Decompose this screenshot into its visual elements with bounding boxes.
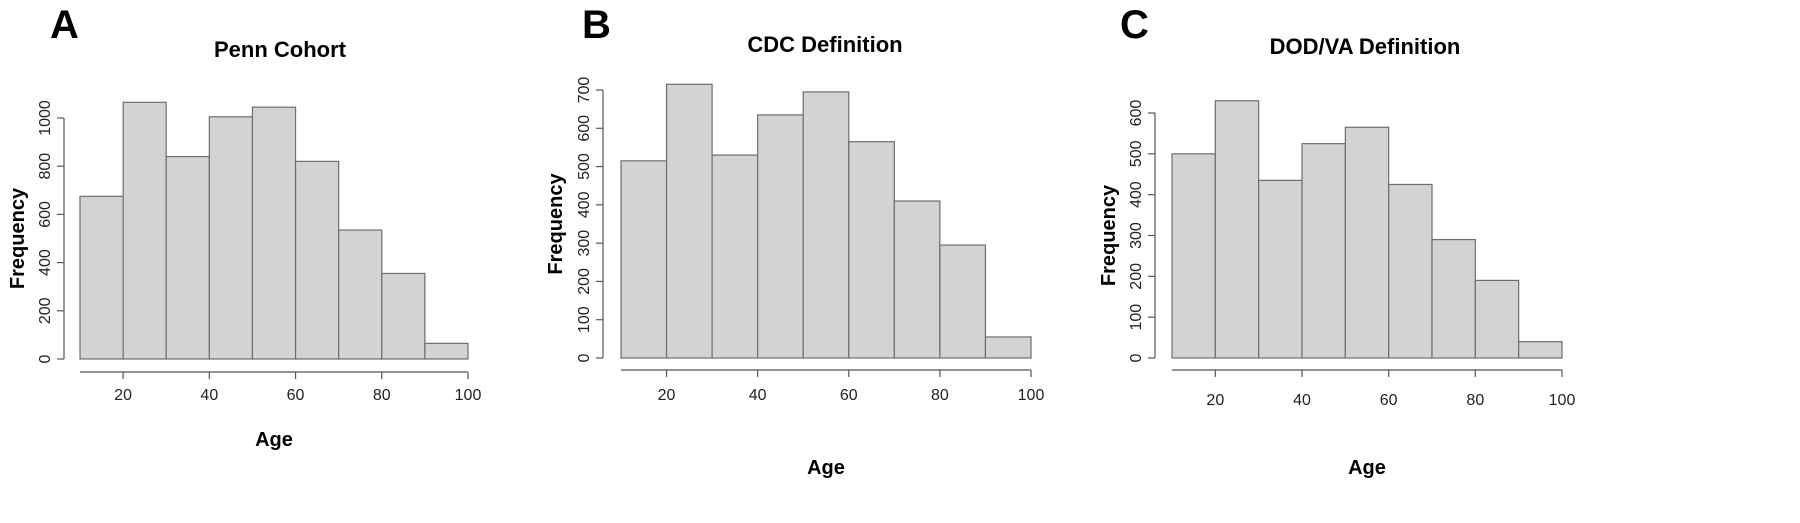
histogram-bar: [1301, 143, 1346, 359]
y-tick-label: 700: [576, 77, 593, 104]
y-tick-label: 100: [1128, 304, 1145, 331]
histogram-bar: [1344, 126, 1390, 359]
histogram-bar: [939, 244, 987, 359]
y-tick-label: 200: [576, 268, 593, 295]
histogram-bar: [338, 229, 383, 360]
histogram-bar: [251, 106, 297, 360]
histogram-bar: [424, 342, 469, 360]
histogram-bar: [208, 116, 254, 360]
histogram-bar: [984, 336, 1032, 359]
x-tick-label: 60: [1380, 392, 1398, 409]
y-tick-label: 1000: [37, 100, 54, 136]
y-axis-label: Frequency: [7, 187, 29, 289]
y-tick-label: 600: [576, 115, 593, 142]
histogram-panel-c: C DOD/VA Definition 0 100 200 300 400 500 600 20 4…: [1098, 3, 1575, 479]
y-axis-label: Frequency: [1098, 184, 1120, 286]
y-tick-label: 0: [576, 353, 593, 362]
x-tick-label: 60: [840, 387, 858, 404]
y-tick-label: 200: [1128, 263, 1145, 290]
y-tick-label: 400: [576, 191, 593, 218]
histogram-bar: [1171, 153, 1216, 359]
histogram-bar: [665, 83, 713, 359]
x-tick-label: 100: [1018, 387, 1045, 404]
x-tick-label: 80: [373, 387, 391, 404]
y-tick-label: 400: [37, 249, 54, 276]
y-tick-label: 100: [576, 306, 593, 333]
histogram-panel-b: B CDC Definition 0 100 200 300 400 500 600 700 20 4…: [545, 3, 1044, 479]
x-axis-label: Age: [1348, 457, 1386, 479]
y-tick-label: 600: [37, 201, 54, 228]
x-tick-label: 40: [749, 387, 767, 404]
y-tick-label: 500: [576, 153, 593, 180]
histogram-bar: [802, 91, 850, 359]
y-tick-label: 200: [37, 297, 54, 324]
histogram-panel-a: A Penn Cohort 0 200 400 600 800 1000 20 40 60 80 100…: [7, 3, 481, 451]
y-tick-label: 600: [1128, 100, 1145, 127]
histogram-bar: [381, 272, 426, 360]
y-tick-label: 0: [1128, 353, 1145, 362]
panel-letter: B: [582, 3, 611, 47]
histogram-bar: [1474, 279, 1520, 359]
y-axis-label: Frequency: [545, 173, 567, 275]
x-tick-label: 20: [1206, 392, 1224, 409]
x-tick-label: 40: [200, 387, 218, 404]
histogram-bar: [1214, 100, 1260, 359]
histogram-bar: [165, 155, 210, 360]
x-axis-label: Age: [255, 429, 293, 451]
x-tick-label: 20: [658, 387, 676, 404]
chart-title: DOD/VA Definition: [1270, 34, 1461, 59]
panel-letter: C: [1120, 3, 1149, 47]
chart-title: CDC Definition: [747, 32, 902, 57]
x-tick-label: 100: [455, 387, 482, 404]
x-tick-label: 20: [114, 387, 132, 404]
histogram-bar: [620, 160, 668, 359]
histogram-bar: [711, 154, 759, 359]
x-axis-label: Age: [807, 457, 845, 479]
x-tick-label: 80: [1466, 392, 1484, 409]
chart-title: Penn Cohort: [214, 37, 347, 62]
histogram-bar: [848, 141, 895, 359]
y-tick-label: 800: [37, 153, 54, 180]
x-tick-label: 80: [931, 387, 949, 404]
histogram-bar: [893, 200, 941, 359]
histogram-bar: [1258, 179, 1303, 359]
histogram-bar: [79, 195, 124, 360]
panel-letter: A: [50, 3, 79, 47]
x-tick-label: 100: [1549, 392, 1576, 409]
histogram-bar: [1518, 341, 1563, 359]
y-tick-label: 300: [576, 230, 593, 257]
histogram-bar: [294, 160, 340, 360]
y-tick-label: 400: [1128, 181, 1145, 208]
y-tick-label: 500: [1128, 140, 1145, 167]
y-tick-label: 300: [1128, 222, 1145, 249]
histogram-bar: [1431, 238, 1476, 359]
histogram-bar: [757, 114, 804, 359]
x-tick-label: 60: [287, 387, 305, 404]
x-tick-label: 40: [1293, 392, 1311, 409]
histogram-bar: [1388, 183, 1433, 359]
y-tick-label: 0: [37, 354, 54, 363]
histogram-bar: [122, 101, 167, 360]
